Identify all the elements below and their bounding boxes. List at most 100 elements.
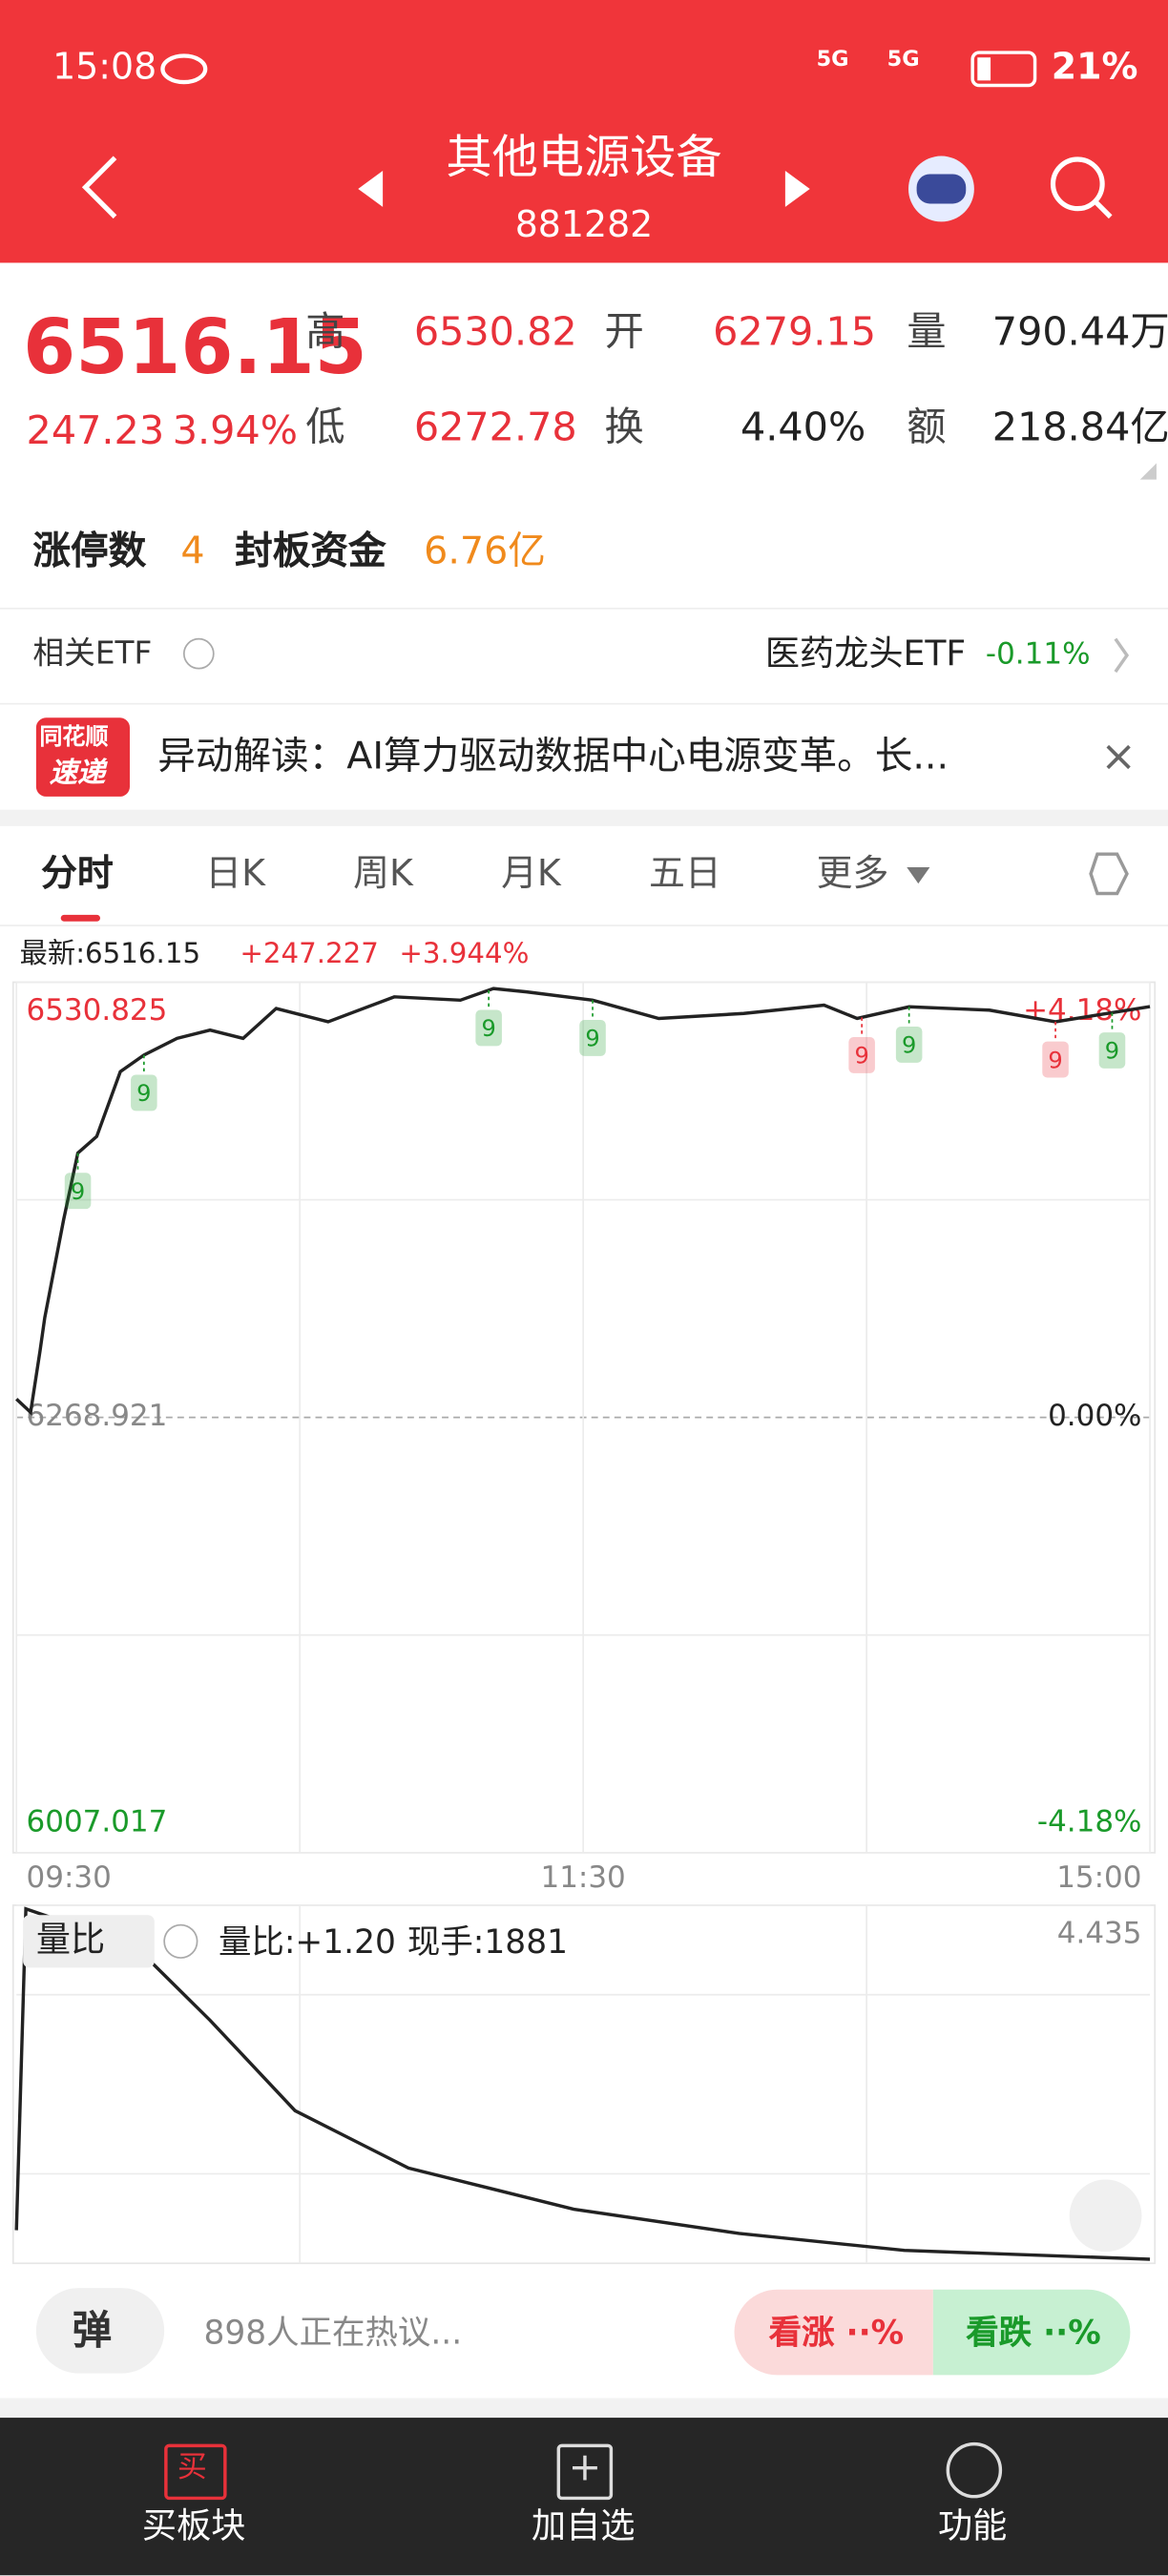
etf-label: 相关ETF: [32, 635, 153, 673]
label: 涨停数: [32, 530, 147, 573]
corner: [1139, 463, 1157, 480]
chevron: [1114, 637, 1130, 674]
ratio: 量比:+1.20: [218, 1922, 396, 1962]
back-arrow: [81, 156, 117, 219]
gap: [0, 2398, 1168, 2419]
etf-change: -0.11%: [985, 636, 1091, 673]
change-pct: 3.94%: [172, 406, 299, 454]
label: 量: [907, 308, 947, 355]
y-tick-label: 6007.017: [27, 1804, 168, 1839]
selector-bg[interactable]: [23, 1915, 155, 1968]
buy-icon[interactable]: [164, 2443, 227, 2501]
search-handle: [1094, 199, 1113, 219]
signal-badge: [848, 1037, 875, 1073]
signal-label: 9: [1048, 1047, 1062, 1073]
signal: 5G: [816, 47, 849, 73]
y2-tick-label: 0.00%: [1048, 1399, 1141, 1433]
price-line: [15, 987, 1151, 1416]
bull-button[interactable]: [734, 2289, 933, 2376]
next: [784, 171, 810, 207]
divider: [0, 607, 1168, 610]
gap: [0, 809, 1168, 826]
y-tick-label: 6268.921: [27, 1399, 168, 1433]
value: 4.40%: [740, 404, 866, 450]
tab[interactable]: 日K: [205, 854, 265, 896]
robot-face: [916, 174, 967, 204]
more-caret: [907, 866, 930, 884]
news-text[interactable]: 异动解读：AI算力驱动数据中心电源变革。长...: [157, 736, 949, 779]
selector[interactable]: 量比: [35, 1920, 106, 1960]
tab-underline: [60, 914, 101, 922]
help: [163, 1923, 198, 1959]
divider: [0, 924, 1168, 926]
tab[interactable]: 周K: [353, 854, 413, 896]
signal-badge: [579, 1019, 606, 1056]
latest: 最新:6516.15: [19, 937, 201, 971]
signal-label: 9: [1105, 1038, 1119, 1065]
value: 6279.15: [713, 308, 876, 355]
danmaku[interactable]: 弹: [72, 2307, 113, 2354]
signal-badge: [1098, 1032, 1126, 1069]
bear-button[interactable]: [932, 2289, 1131, 2376]
func-icon[interactable]: [946, 2441, 1003, 2499]
x-tick-label: 11:30: [541, 1860, 626, 1895]
x-tick-label: 15:00: [1056, 1860, 1141, 1895]
x-tick-label: 09:30: [27, 1860, 112, 1895]
label: 开: [604, 308, 644, 355]
tab[interactable]: 五日: [649, 854, 721, 896]
add-plus[interactable]: +: [568, 2443, 602, 2490]
expand-button[interactable]: [1069, 2179, 1142, 2253]
signal-badge: [64, 1173, 92, 1210]
signal-badge: [131, 1074, 157, 1111]
battery-level: [977, 57, 991, 81]
divider: [0, 702, 1168, 705]
price-line: [14, 1906, 1151, 2261]
signal-label: 9: [902, 1032, 916, 1059]
bear[interactable]: 看跌 ··%: [966, 2312, 1101, 2353]
label: 低: [305, 404, 345, 450]
value: 4: [180, 530, 205, 573]
status-time: 15:08: [52, 47, 157, 89]
change: 247.23: [26, 406, 165, 454]
discuss-text[interactable]: 898人正在热议...: [203, 2312, 463, 2353]
badge-text: 同花顺: [39, 724, 109, 751]
buy-icon-text[interactable]: 买: [177, 2450, 207, 2485]
nav-label[interactable]: 买板块: [141, 2506, 246, 2546]
battery-icon: [970, 51, 1037, 88]
signal-label: 9: [71, 1178, 85, 1205]
value: 218.84亿: [991, 404, 1168, 450]
danmaku-button[interactable]: [35, 2288, 165, 2374]
signal-badge: [895, 1026, 923, 1063]
tab[interactable]: 月K: [501, 854, 561, 896]
latest-change: +247.227: [240, 937, 379, 971]
code: 881282: [514, 205, 654, 247]
title: 其他电源设备: [446, 130, 722, 184]
header-bg: [0, 0, 1168, 263]
value: 6530.82: [413, 308, 577, 355]
add-icon[interactable]: [556, 2443, 614, 2501]
etf-name[interactable]: 医药龙头ETF: [764, 634, 967, 674]
bull[interactable]: 看涨 ··%: [768, 2312, 905, 2353]
badge-text: 速递: [49, 757, 106, 791]
label: 封板资金: [235, 530, 386, 573]
signal-badge: [475, 1009, 502, 1047]
signal-label: 9: [854, 1043, 868, 1070]
y-tick-label: 4.435: [1057, 1916, 1142, 1950]
search: [1050, 156, 1105, 212]
latest-pct: +3.944%: [399, 937, 530, 971]
tab[interactable]: 分时: [41, 854, 114, 896]
prev: [358, 171, 384, 207]
close[interactable]: ×: [1100, 732, 1137, 782]
settings: [1089, 852, 1129, 896]
news-badge: [35, 717, 131, 797]
nav-label[interactable]: 加自选: [531, 2506, 636, 2546]
tab[interactable]: 更多: [816, 854, 889, 896]
eye: [160, 53, 208, 85]
nav-label[interactable]: 功能: [937, 2506, 1008, 2546]
label: 额: [907, 404, 947, 450]
value: 6.76亿: [424, 530, 546, 573]
battery: 21%: [1051, 47, 1138, 89]
signal-label: 9: [585, 1026, 599, 1052]
